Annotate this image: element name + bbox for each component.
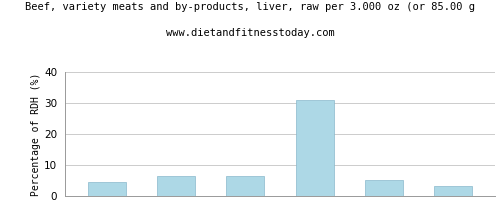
Text: Beef, variety meats and by-products, liver, raw per 3.000 oz (or 85.00 g: Beef, variety meats and by-products, liv…	[25, 2, 475, 12]
Bar	[296, 100, 334, 196]
Text: www.dietandfitnesstoday.com: www.dietandfitnesstoday.com	[166, 28, 334, 38]
Y-axis label: Percentage of RDH (%): Percentage of RDH (%)	[32, 72, 42, 196]
Bar	[365, 180, 403, 196]
Bar	[226, 176, 264, 196]
Bar	[434, 186, 472, 196]
Bar	[157, 176, 195, 196]
Bar	[88, 182, 126, 196]
